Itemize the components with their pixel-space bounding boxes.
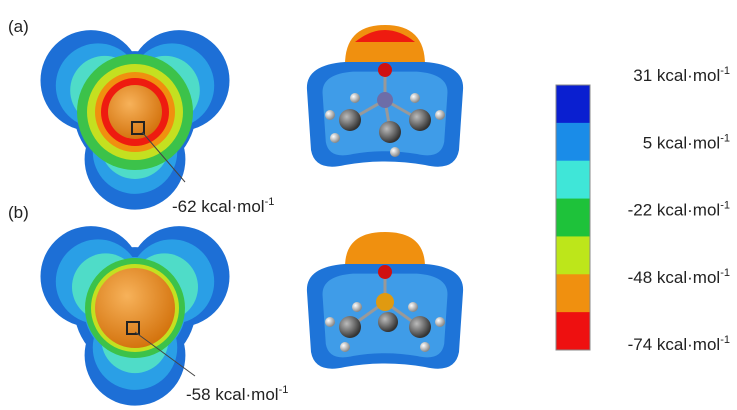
colorbar-label: 5 kcal·mol-1 (643, 132, 730, 152)
colorbar-band (556, 123, 590, 161)
colorbar-label: -48 kcal·mol-1 (628, 267, 730, 287)
colorbar-band (556, 85, 590, 123)
colorbar-label-sup: -1 (720, 334, 730, 346)
annotation: -58 kcal·mol-1 (186, 384, 288, 404)
annotation-sup: -1 (279, 384, 289, 396)
colorbar-band (556, 199, 590, 237)
annotation: -62 kcal·mol-1 (172, 196, 274, 216)
esp-surface (307, 25, 463, 167)
esp-surface (41, 226, 230, 406)
panel-label: (b) (8, 203, 29, 222)
colorbar-label-sup: -1 (720, 65, 730, 77)
colorbar-label-text: 5 kcal·mol (643, 133, 720, 152)
colorbar-label-text: -22 kcal·mol (628, 201, 721, 220)
colorbar-label-text: -48 kcal·mol (628, 268, 721, 287)
colorbar-band (556, 312, 590, 350)
colorbar: 31 kcal·mol-15 kcal·mol-1-22 kcal·mol-1-… (556, 65, 730, 354)
colorbar-band (556, 236, 590, 274)
panel-label: (a) (8, 17, 29, 36)
figure: (a) (b) -62 kcal·mol-1 -58 kcal·mol-1 31… (0, 0, 737, 410)
annotation-sup: -1 (265, 196, 275, 208)
colorbar-band (556, 161, 590, 199)
annotation-text: -62 kcal·mol (172, 197, 265, 216)
colorbar-label-sup: -1 (720, 267, 730, 279)
esp-surface (307, 232, 463, 369)
colorbar-band (556, 274, 590, 312)
colorbar-label-text: -74 kcal·mol (628, 335, 721, 354)
colorbar-label-sup: -1 (720, 132, 730, 144)
colorbar-label: -22 kcal·mol-1 (628, 200, 730, 220)
colorbar-label: -74 kcal·mol-1 (628, 334, 730, 354)
esp-surface (41, 30, 230, 210)
annotation-text: -58 kcal·mol (186, 385, 279, 404)
colorbar-label-text: 31 kcal·mol (633, 66, 720, 85)
colorbar-label: 31 kcal·mol-1 (633, 65, 730, 85)
colorbar-label-sup: -1 (720, 200, 730, 212)
